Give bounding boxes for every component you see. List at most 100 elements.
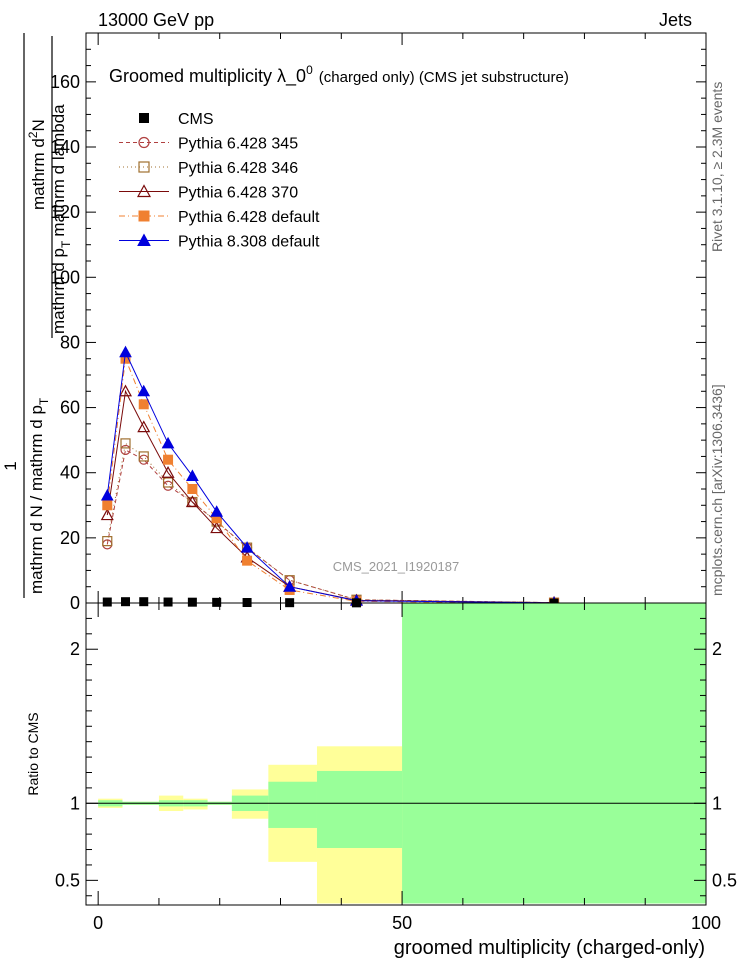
data-point [138, 136, 150, 149]
data-point [187, 597, 197, 607]
data-point [102, 500, 113, 511]
y-tick-label: 40 [60, 463, 80, 483]
data-point [161, 436, 175, 449]
data-point [138, 451, 149, 462]
ratio-y-axis: 0.5 0.5 1 1 2 2 [55, 617, 737, 897]
data-point [139, 113, 149, 123]
data-point [102, 597, 112, 607]
data-point [121, 597, 131, 607]
data-point [138, 210, 150, 222]
y-tick-label: 160 [50, 72, 80, 92]
legend-item: Pythia 6.428 default [119, 209, 320, 226]
data-point [186, 469, 199, 481]
chart-title-sup: 0 [306, 63, 313, 77]
ratio-band-inner [268, 781, 317, 828]
data-point [161, 465, 175, 478]
y-label-left-main: mathrm d N / mathrm d p [27, 405, 46, 594]
x-tick-label: 0 [93, 913, 103, 933]
series-pythia-6-428-370 [100, 384, 561, 608]
ratio-x-axis: 0 50 100 [93, 603, 721, 933]
data-point [137, 420, 151, 433]
y-tick-label: 100 [50, 267, 80, 287]
data-point [187, 484, 198, 494]
data-point [163, 597, 173, 607]
legend-label: Pythia 6.428 346 [178, 160, 298, 177]
data-point [242, 555, 253, 566]
data-point [119, 345, 132, 358]
header-left-label: 13000 GeV pp [98, 10, 214, 30]
data-point [102, 536, 113, 547]
y-label-right-bottom: mathrm d pTmathrm d lambda [49, 104, 73, 334]
data-point [100, 488, 114, 501]
ratio-y-tick-label-right: 0.5 [712, 870, 737, 890]
data-point [137, 384, 151, 397]
y-tick-label: 60 [60, 398, 80, 418]
legend: CMS Pythia 6.428 345 Pythia 6.428 346 Pythi… [119, 111, 320, 251]
series-line [106, 442, 555, 604]
x-axis-label: groomed multiplicity (charged-only) [394, 937, 705, 959]
legend-label: Pythia 8.308 default [178, 234, 320, 251]
series-pythia-6-428-default [102, 353, 560, 608]
legend-item: Pythia 6.428 346 [119, 160, 298, 177]
data-point [283, 580, 296, 592]
watermark: CMS_2021_I1920187 [333, 559, 460, 574]
y-label-left-sub: T [37, 397, 51, 405]
x-tick-label: 100 [691, 913, 721, 933]
data-point [118, 384, 133, 397]
y-label-right-bottom-sub: T [59, 240, 73, 248]
ratio-y-tick-label: 0.5 [55, 870, 80, 890]
main-y-label: 1 mathrm d N / mathrm d pT mathrm d2N ma… [1, 33, 73, 598]
data-point [120, 438, 131, 449]
y-tick-label: 80 [60, 332, 80, 352]
data-point [163, 454, 174, 465]
data-point [162, 480, 174, 491]
data-point [138, 454, 149, 465]
ratio-band-inner [316, 770, 403, 848]
ratio-y-label: Ratio to CMS [25, 712, 41, 795]
y-label-right-bottom-end: mathrm d lambda [49, 104, 68, 237]
series-pythia-6-428-345 [102, 444, 560, 608]
ratio-band-inner [402, 603, 706, 904]
data-point [138, 161, 150, 173]
main-series-group [100, 345, 561, 608]
ratio-y-tick-label-right: 2 [712, 639, 722, 659]
data-point [212, 597, 222, 607]
chart-title-main: Groomed multiplicity λ_0 [109, 66, 306, 87]
data-point [162, 477, 174, 488]
y-label-right-bottom-main: mathrm d p [49, 248, 68, 334]
ratio-y-tick-label-right: 1 [712, 793, 722, 813]
y-tick-label: 120 [50, 202, 80, 222]
y-tick-label: 20 [60, 528, 80, 548]
data-point [240, 541, 254, 553]
y-label-right-top-main: mathrm d [29, 138, 48, 210]
ratio-plot-frame [85, 602, 707, 906]
series-line [106, 449, 555, 604]
ratio-y-tick-label: 2 [70, 639, 80, 659]
data-point [139, 597, 149, 607]
legend-item: CMS [139, 111, 214, 128]
y-label-right-top: mathrm d2N [26, 119, 48, 210]
x-tick-label: 50 [392, 913, 412, 933]
data-point [210, 505, 224, 517]
y-label-right-top-end: N [29, 119, 48, 131]
data-point [120, 444, 131, 456]
series-line [106, 350, 555, 604]
main-y-axis: 0 20 40 60 80 100 120 140 160 [50, 32, 706, 613]
legend-item: Pythia 6.428 370 [119, 184, 298, 202]
y-label-right-top-sup: 2 [26, 131, 40, 138]
data-point [138, 399, 149, 410]
legend-label: Pythia 6.428 345 [178, 136, 298, 153]
series-line [106, 358, 555, 604]
ratio-bands [98, 603, 706, 904]
series-line [106, 389, 555, 604]
y-label-left: mathrm d N / mathrm d pT [27, 397, 51, 594]
chart-title-suffix: (charged only) (CMS jet substructure) [319, 69, 569, 86]
header-right-label: Jets [659, 10, 692, 30]
legend-item: Pythia 6.428 345 [119, 136, 298, 153]
legend-item: Pythia 8.308 default [119, 233, 320, 251]
data-point [100, 508, 114, 521]
y-tick-label: 0 [70, 593, 80, 613]
y-tick-label: 140 [50, 137, 80, 157]
